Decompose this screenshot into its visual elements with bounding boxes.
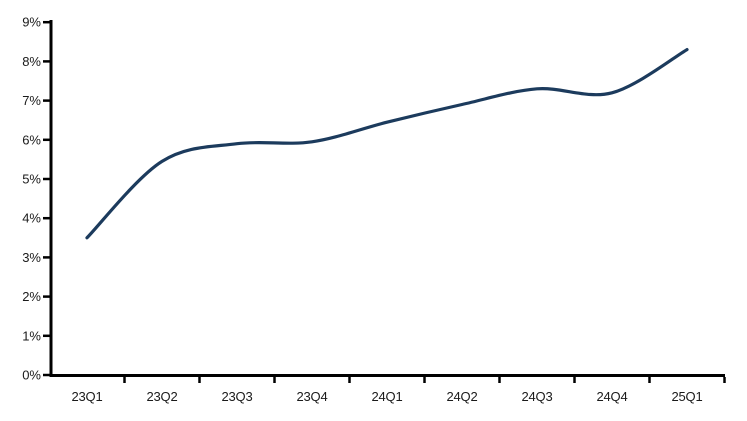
x-tick-label: 24Q4	[596, 389, 627, 404]
y-tick-label: 1%	[22, 328, 41, 343]
y-tick-label: 3%	[22, 250, 41, 265]
x-tick-label: 24Q1	[371, 389, 402, 404]
x-tick-label: 23Q1	[71, 389, 102, 404]
y-tick-label: 2%	[22, 289, 41, 304]
y-tick-label: 4%	[22, 211, 41, 226]
x-tick-label: 24Q2	[446, 389, 477, 404]
y-tick-label: 0%	[22, 368, 41, 383]
data-line-series	[85, 48, 689, 240]
y-tick-label: 6%	[22, 132, 41, 147]
x-tick-label: 25Q1	[671, 389, 702, 404]
x-tick-label: 24Q3	[521, 389, 552, 404]
y-tick-label: 9%	[22, 15, 41, 30]
y-tick-label: 7%	[22, 93, 41, 108]
x-tick-label: 23Q3	[221, 389, 252, 404]
y-tick-label: 5%	[22, 172, 41, 187]
y-tick-label: 8%	[22, 54, 41, 69]
x-tick-label: 23Q4	[296, 389, 327, 404]
x-tick-label: 23Q2	[146, 389, 177, 404]
